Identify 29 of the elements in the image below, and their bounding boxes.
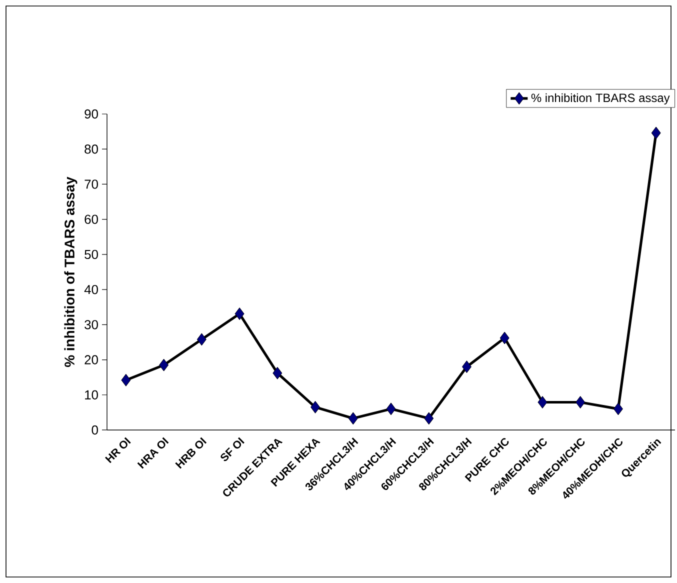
point xyxy=(272,366,282,380)
point xyxy=(462,360,472,374)
point xyxy=(196,333,206,346)
y-tick-label: 30 xyxy=(84,320,98,330)
point xyxy=(538,396,548,408)
point xyxy=(386,402,396,416)
y-tick-label: 80 xyxy=(84,144,98,154)
y-tick-label: 50 xyxy=(84,250,98,260)
legend-label: % inhibition TBARS assay xyxy=(531,93,670,104)
point xyxy=(424,412,434,425)
y-tick-label: 40 xyxy=(84,284,98,294)
point xyxy=(500,332,510,344)
point xyxy=(613,402,623,416)
y-tick-label: 0 xyxy=(92,425,98,435)
point xyxy=(348,412,358,425)
point xyxy=(576,396,586,408)
x-tick-label: SF OI xyxy=(220,437,244,462)
point xyxy=(159,358,169,372)
point xyxy=(651,126,661,140)
y-tick-label: 90 xyxy=(84,109,98,119)
y-tick-label: 60 xyxy=(84,214,98,224)
point xyxy=(310,400,320,414)
y-tick-label: 70 xyxy=(84,180,98,189)
point xyxy=(121,374,131,386)
y-tick-label: 20 xyxy=(84,355,98,364)
y-axis-title: % inhibition of TBARS assay xyxy=(64,176,78,367)
y-tick-label: 10 xyxy=(85,390,98,400)
point xyxy=(234,308,244,320)
x-tick-label: HR OI xyxy=(105,437,131,464)
